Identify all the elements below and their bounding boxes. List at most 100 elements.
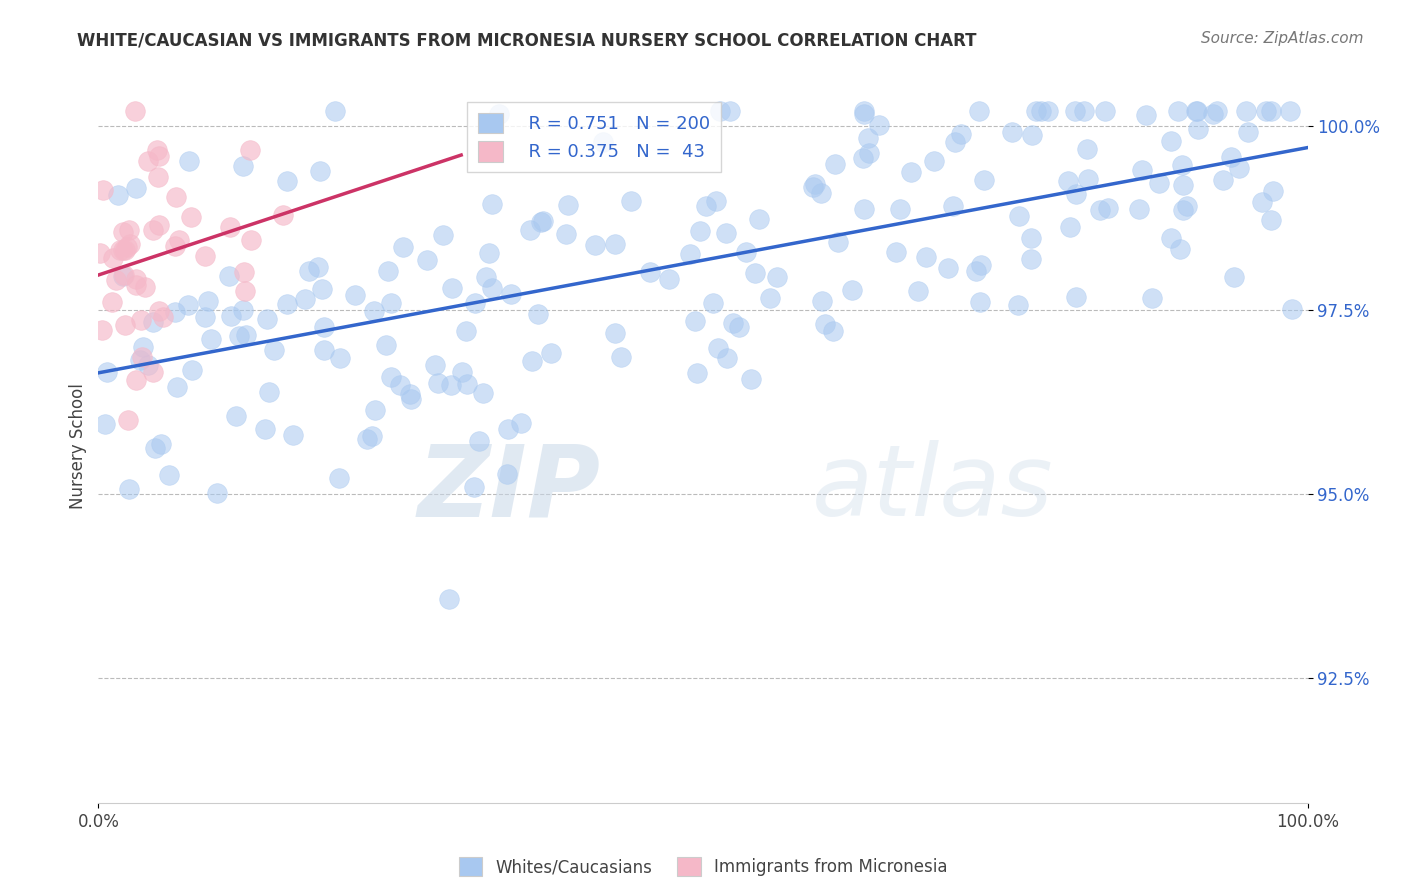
Point bbox=[889, 202, 911, 216]
Point bbox=[194, 310, 217, 324]
Point bbox=[114, 318, 136, 332]
Point bbox=[907, 284, 929, 298]
Point bbox=[437, 592, 460, 607]
Point bbox=[1185, 104, 1208, 119]
Point bbox=[1167, 104, 1189, 119]
Point bbox=[810, 186, 832, 200]
Point bbox=[827, 235, 849, 249]
Point bbox=[740, 372, 762, 386]
Point bbox=[263, 343, 285, 358]
Point bbox=[658, 272, 681, 286]
Point bbox=[456, 377, 478, 392]
Point bbox=[309, 164, 332, 178]
Point bbox=[1220, 150, 1243, 164]
Point bbox=[112, 244, 135, 258]
Point bbox=[118, 223, 141, 237]
Point bbox=[91, 323, 114, 337]
Point bbox=[685, 314, 707, 328]
Point bbox=[328, 470, 350, 484]
Point bbox=[1019, 231, 1042, 245]
Point bbox=[1008, 210, 1031, 224]
Point bbox=[1097, 201, 1119, 215]
Point bbox=[329, 351, 352, 366]
Point bbox=[1007, 298, 1029, 312]
Point bbox=[1227, 161, 1250, 175]
Point bbox=[125, 181, 148, 195]
Point bbox=[886, 244, 908, 259]
Point bbox=[609, 350, 631, 364]
Point bbox=[451, 365, 474, 379]
Point bbox=[1031, 104, 1053, 119]
Point bbox=[463, 480, 485, 494]
Point bbox=[1140, 291, 1163, 305]
Point bbox=[1173, 203, 1195, 218]
Point bbox=[194, 249, 217, 263]
Point bbox=[824, 157, 846, 171]
Point bbox=[520, 354, 543, 368]
Point bbox=[914, 250, 936, 264]
Point bbox=[380, 296, 402, 310]
Point bbox=[294, 293, 316, 307]
Point bbox=[1263, 184, 1285, 198]
Point bbox=[471, 385, 494, 400]
Point bbox=[1260, 104, 1282, 119]
Point bbox=[129, 352, 152, 367]
Point bbox=[1063, 104, 1085, 119]
Point bbox=[481, 197, 503, 211]
Point bbox=[136, 358, 159, 372]
Point bbox=[233, 284, 256, 298]
Point bbox=[853, 107, 876, 121]
Point bbox=[276, 297, 298, 311]
Point bbox=[167, 233, 190, 247]
Point bbox=[221, 309, 243, 323]
Point bbox=[149, 437, 172, 451]
Point bbox=[1064, 290, 1087, 304]
Point bbox=[361, 428, 384, 442]
Point bbox=[592, 135, 614, 149]
Point bbox=[117, 240, 139, 254]
Point bbox=[821, 324, 844, 338]
Point bbox=[120, 237, 142, 252]
Point bbox=[1251, 194, 1274, 209]
Point bbox=[276, 174, 298, 188]
Point bbox=[1019, 252, 1042, 267]
Point bbox=[801, 180, 824, 194]
Point bbox=[125, 271, 148, 285]
Point bbox=[232, 302, 254, 317]
Point bbox=[166, 380, 188, 394]
Point bbox=[439, 377, 461, 392]
Point bbox=[239, 143, 262, 157]
Point bbox=[440, 281, 463, 295]
Point bbox=[949, 127, 972, 141]
Point bbox=[973, 173, 995, 187]
Point bbox=[1187, 121, 1209, 136]
Point bbox=[177, 298, 200, 312]
Point bbox=[298, 264, 321, 278]
Point bbox=[132, 340, 155, 354]
Y-axis label: Nursery School: Nursery School bbox=[69, 383, 87, 509]
Point bbox=[969, 294, 991, 309]
Point bbox=[900, 165, 922, 179]
Point bbox=[91, 183, 114, 197]
Point bbox=[142, 315, 165, 329]
Point bbox=[325, 104, 347, 119]
Point bbox=[112, 269, 135, 284]
Point bbox=[257, 385, 280, 400]
Point bbox=[425, 358, 447, 372]
Point bbox=[392, 240, 415, 254]
Point bbox=[1212, 173, 1234, 187]
Point bbox=[853, 104, 876, 119]
Point bbox=[101, 295, 124, 310]
Point bbox=[94, 417, 117, 431]
Point bbox=[841, 283, 863, 297]
Point bbox=[519, 223, 541, 237]
Point bbox=[1094, 104, 1116, 119]
Point bbox=[464, 295, 486, 310]
Point bbox=[1223, 270, 1246, 285]
Point bbox=[1076, 142, 1098, 156]
Point bbox=[356, 432, 378, 446]
Point bbox=[114, 268, 136, 282]
Point bbox=[1130, 162, 1153, 177]
Point bbox=[312, 343, 335, 357]
Point bbox=[1090, 203, 1112, 218]
